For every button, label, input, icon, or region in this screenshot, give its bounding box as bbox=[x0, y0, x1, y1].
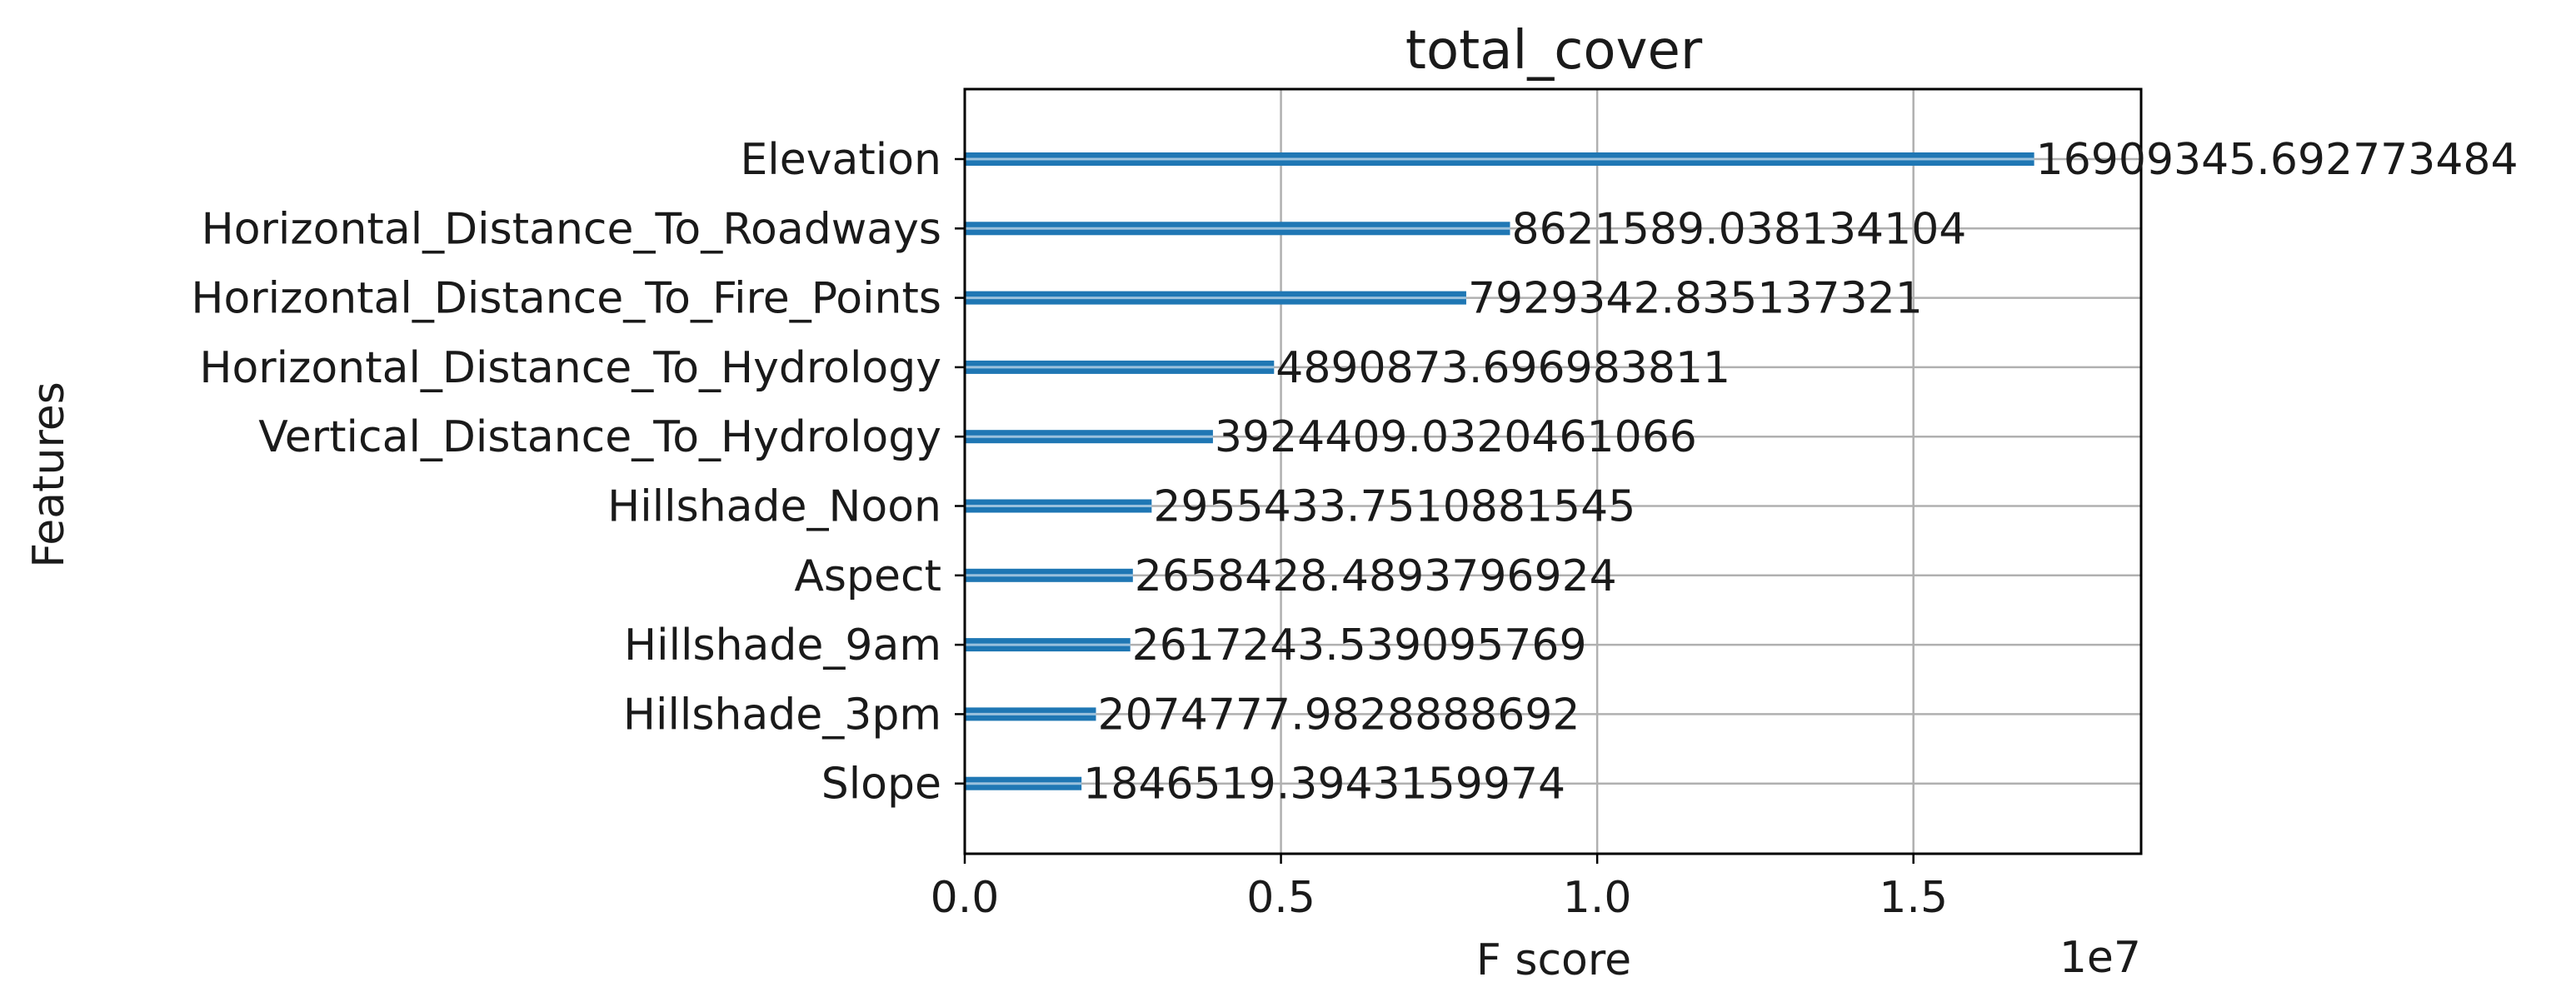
value-label: 8621589.038134104 bbox=[1511, 204, 1966, 254]
plot-frame bbox=[963, 87, 2143, 855]
category-label: Hillshade_9am bbox=[624, 621, 941, 670]
x-axis-label: F score bbox=[1476, 935, 1631, 985]
x-tick-label: 1.0 bbox=[1563, 873, 1632, 923]
bar-layer bbox=[965, 152, 2034, 790]
category-label: Horizontal_Distance_To_Fire_Points bbox=[191, 274, 941, 324]
x-tick-label: 0.0 bbox=[931, 873, 1000, 923]
value-label: 2074777.9828888692 bbox=[1098, 690, 1580, 740]
value-label: 16909345.692773484 bbox=[2036, 135, 2519, 185]
value-label: 7929342.835137321 bbox=[1468, 274, 1923, 324]
category-label: Horizontal_Distance_To_Roadways bbox=[202, 204, 941, 254]
category-label: Vertical_Distance_To_Hydrology bbox=[258, 412, 941, 462]
value-label: 2617243.539095769 bbox=[1132, 621, 1587, 670]
category-label: Slope bbox=[821, 760, 941, 810]
category-label: Hillshade_3pm bbox=[623, 690, 941, 740]
category-label: Horizontal_Distance_To_Hydrology bbox=[199, 343, 941, 393]
x-axis-offset-label: 1e7 bbox=[2059, 933, 2141, 983]
x-tick-label: 0.5 bbox=[1246, 873, 1315, 923]
value-label: 2955433.7510881545 bbox=[1153, 482, 1635, 532]
y-axis-label: Features bbox=[24, 381, 74, 568]
tick-layer: 0.0 0.5 1.0 1.5 bbox=[931, 157, 1948, 923]
chart-title: total_cover bbox=[1405, 20, 1703, 82]
value-label: 4890873.696983811 bbox=[1276, 343, 1730, 393]
category-label: Hillshade_Noon bbox=[607, 482, 941, 532]
label-layer: Elevation 16909345.692773484 Horizontal_Di… bbox=[191, 135, 2518, 810]
category-label: Aspect bbox=[794, 551, 941, 601]
category-label: Elevation bbox=[740, 135, 941, 185]
value-label: 2658428.4893796924 bbox=[1135, 551, 1617, 601]
value-label: 1846519.3943159974 bbox=[1083, 760, 1565, 810]
value-label: 3924409.0320461066 bbox=[1215, 412, 1697, 462]
x-tick-label: 1.5 bbox=[1879, 873, 1948, 923]
